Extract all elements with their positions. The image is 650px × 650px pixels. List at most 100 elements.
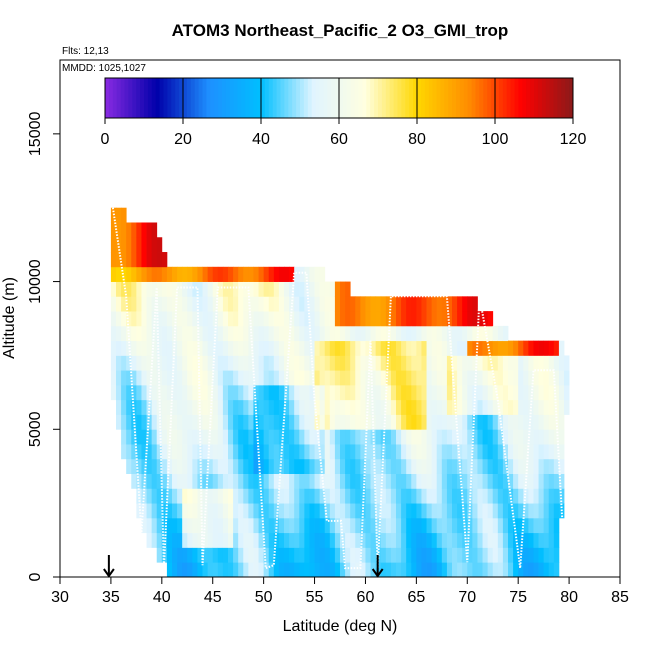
heatmap-cell: [238, 311, 244, 327]
heatmap-cell: [431, 399, 438, 415]
heatmap-cell: [299, 488, 305, 504]
heatmap-cell: [172, 444, 178, 460]
heatmap-cell: [233, 532, 239, 548]
colorbar-swatch: [190, 78, 196, 118]
heatmap-cell: [477, 325, 483, 342]
heatmap-cell: [110, 222, 117, 238]
heatmap-cell: [110, 311, 117, 327]
heatmap-cell: [518, 517, 524, 534]
heatmap-cell: [146, 444, 153, 460]
heatmap-cell: [222, 517, 229, 534]
heatmap-cell: [487, 444, 494, 460]
heatmap-cell: [513, 340, 519, 356]
heatmap-cell: [553, 340, 560, 356]
heatmap-cell: [416, 311, 422, 327]
heatmap-cell: [116, 266, 122, 282]
heatmap-cell: [284, 340, 290, 356]
heatmap-cell: [350, 473, 356, 489]
heatmap-cell: [492, 414, 499, 430]
heatmap-cell: [278, 458, 285, 474]
heatmap-cell: [406, 296, 412, 312]
heatmap-cell: [431, 444, 438, 460]
heatmap-cell: [487, 503, 494, 519]
heatmap-cell: [411, 503, 417, 519]
colorbar-swatch: [495, 78, 500, 118]
heatmap-cell: [345, 399, 351, 415]
heatmap-cell: [355, 503, 361, 519]
heatmap-cell: [304, 384, 310, 401]
heatmap-cell: [441, 547, 448, 563]
heatmap-cell: [457, 473, 463, 489]
heatmap-cell: [197, 266, 203, 282]
heatmap-cell: [421, 370, 427, 386]
heatmap-cell: [289, 355, 295, 371]
heatmap-cell: [390, 399, 397, 415]
heatmap-cell: [492, 444, 499, 460]
heatmap-cell: [238, 488, 244, 504]
heatmap-cell: [156, 517, 163, 534]
heatmap-cell: [197, 355, 203, 371]
heatmap-cell: [355, 340, 361, 356]
heatmap-cell: [243, 488, 249, 504]
heatmap-cell: [121, 355, 127, 371]
heatmap-cell: [334, 429, 341, 445]
heatmap-cell: [497, 399, 504, 415]
heatmap-cell: [558, 340, 565, 356]
heatmap-cell: [472, 311, 478, 327]
heatmap-cell: [146, 473, 153, 489]
heatmap-cell: [319, 503, 326, 519]
heatmap-cell: [273, 325, 280, 342]
heatmap-cell: [289, 458, 295, 474]
heatmap-cell: [416, 547, 422, 563]
heatmap-cell: [482, 311, 489, 327]
heatmap-cell: [263, 370, 270, 386]
heatmap-cell: [177, 562, 183, 578]
heatmap-cell: [161, 384, 168, 401]
heatmap-cell: [228, 517, 234, 534]
colorbar-swatch: [116, 78, 122, 118]
heatmap-cell: [222, 503, 229, 519]
heatmap-cell: [416, 340, 422, 356]
heatmap-cell: [268, 384, 275, 401]
heatmap-cell: [233, 266, 239, 282]
heatmap-cell: [258, 562, 265, 578]
heatmap-cell: [340, 355, 346, 371]
heatmap-cell: [329, 370, 336, 386]
heatmap-cell: [426, 399, 433, 415]
heatmap-cell: [202, 325, 209, 342]
heatmap-cell: [238, 517, 244, 534]
heatmap-cell: [538, 414, 545, 430]
heatmap-cell: [452, 296, 458, 312]
heatmap-cell: [243, 547, 249, 563]
heatmap-cell: [345, 311, 351, 327]
heatmap-cell: [238, 266, 244, 282]
heatmap-cell: [431, 296, 438, 312]
x-axis-title: Latitude (deg N): [283, 618, 398, 635]
heatmap-cell: [553, 370, 560, 386]
colorbar-swatch: [108, 78, 114, 118]
heatmap-cell: [446, 473, 453, 489]
heatmap-cell: [304, 399, 310, 415]
heatmap-cell: [253, 547, 259, 563]
heatmap-cell: [329, 399, 336, 415]
heatmap-cell: [161, 281, 168, 297]
heatmap-cell: [508, 355, 514, 371]
heatmap-cell: [411, 370, 417, 386]
heatmap-cell: [492, 370, 499, 386]
heatmap-cell: [487, 414, 494, 430]
heatmap-cell: [370, 517, 377, 534]
heatmap-cell: [202, 399, 209, 415]
heatmap-cell: [548, 444, 555, 460]
heatmap-cell: [284, 444, 290, 460]
heatmap-cell: [141, 503, 147, 519]
heatmap-cell: [324, 429, 331, 445]
heatmap-cell: [172, 266, 178, 282]
heatmap-cell: [401, 340, 407, 356]
heatmap-cell: [284, 473, 290, 489]
heatmap-cell: [182, 399, 188, 415]
colorbar-swatch: [354, 78, 359, 118]
heatmap-cell: [309, 429, 315, 445]
heatmap-cell: [416, 296, 422, 312]
heatmap-cell: [207, 488, 214, 504]
x-tick-label: 60: [357, 589, 375, 606]
